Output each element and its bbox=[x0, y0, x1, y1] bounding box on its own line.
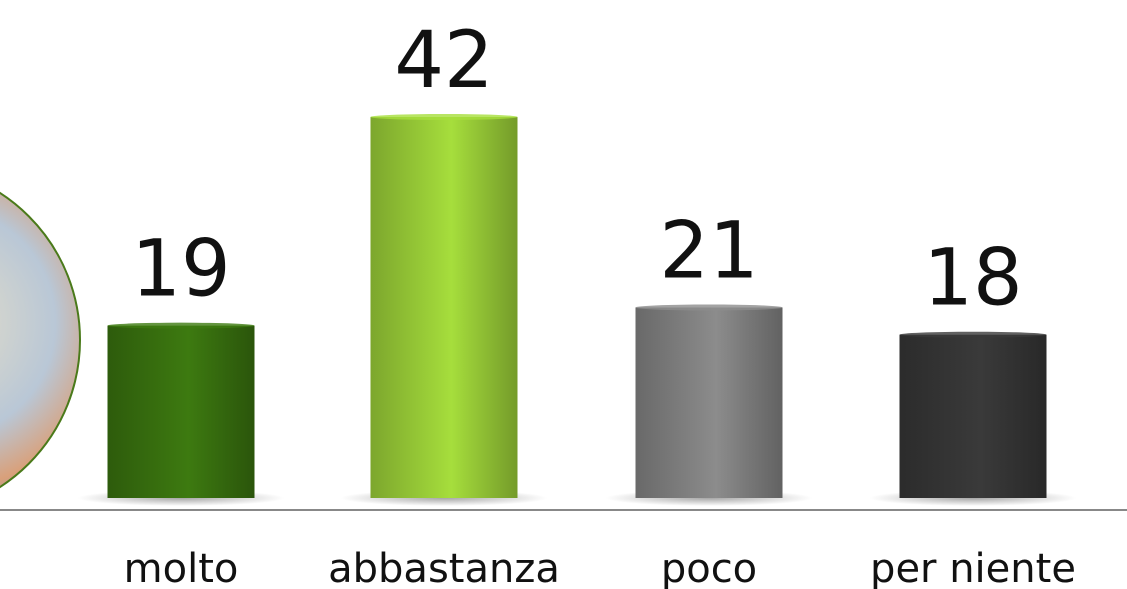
category-label: abbastanza bbox=[328, 546, 560, 589]
category-label: per niente bbox=[870, 546, 1076, 589]
category-label: molto bbox=[124, 546, 239, 589]
bar-cap bbox=[635, 304, 783, 311]
decorative-photo bbox=[0, 191, 81, 489]
bar bbox=[370, 117, 518, 498]
bar bbox=[899, 334, 1047, 498]
value-label: 21 bbox=[659, 207, 758, 297]
bar-cap bbox=[370, 114, 518, 120]
value-label: 19 bbox=[131, 225, 230, 315]
value-label: 18 bbox=[923, 234, 1022, 324]
bar bbox=[635, 307, 783, 498]
bar-cap bbox=[107, 322, 255, 329]
bar-cap bbox=[899, 331, 1047, 338]
bar bbox=[107, 325, 255, 498]
value-label: 42 bbox=[394, 16, 493, 106]
category-label: poco bbox=[661, 546, 757, 589]
